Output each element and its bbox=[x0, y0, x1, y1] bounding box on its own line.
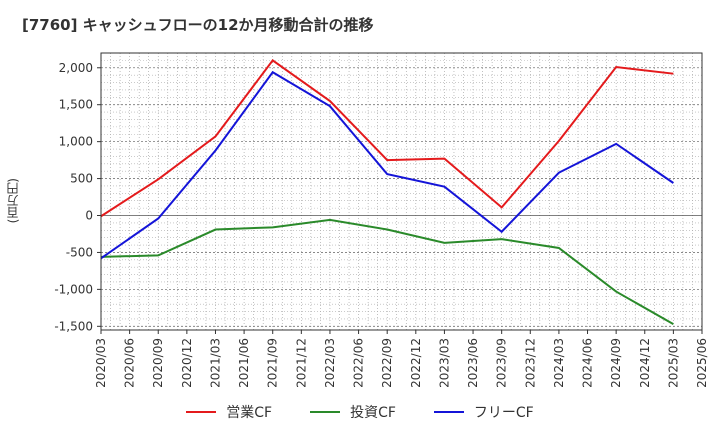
y-tick-label: 1,000 bbox=[59, 135, 93, 149]
y-axis-ticks: 2,000 1,500 1,000 500 0 -500 -1,000 -1,500 bbox=[54, 61, 101, 333]
x-tick-label: 2020/06 bbox=[123, 338, 137, 388]
y-tick-label: -1,500 bbox=[54, 319, 93, 333]
x-tick-label: 2021/09 bbox=[266, 338, 280, 388]
x-axis-ticks: 2020/03 2020/06 2020/09 2020/12 2021/03 2021/… bbox=[94, 330, 709, 388]
x-tick-label: 2020/03 bbox=[94, 338, 108, 388]
x-tick-label: 2020/09 bbox=[151, 338, 165, 388]
x-tick-label: 2021/03 bbox=[208, 338, 222, 388]
x-tick-label: 2022/06 bbox=[352, 338, 366, 388]
series-line-1 bbox=[100, 59, 674, 218]
x-tick-label: 2025/06 bbox=[695, 338, 709, 388]
x-tick-label: 2023/12 bbox=[523, 338, 537, 388]
x-tick-label: 2022/03 bbox=[323, 338, 337, 388]
x-tick-label: 2023/03 bbox=[437, 338, 451, 388]
legend-label-investing-cf: 投資CF bbox=[350, 405, 396, 421]
legend-swatch-operating-cf bbox=[186, 411, 217, 413]
plot-frame bbox=[100, 52, 703, 331]
grid-lines bbox=[101, 52, 702, 330]
x-tick-label: 2024/03 bbox=[552, 338, 566, 388]
legend-label-operating-cf: 営業CF bbox=[226, 405, 273, 421]
legend-item-operating-cf: 営業CF bbox=[186, 402, 272, 422]
chart-title: [7760] キャッシュフローの12か月移動合計の推移 bbox=[22, 16, 374, 34]
y-tick-label: 0 bbox=[85, 209, 93, 223]
series-line-2 bbox=[100, 218, 674, 325]
y-tick-label: 500 bbox=[70, 172, 93, 186]
x-tick-label: 2024/12 bbox=[638, 338, 652, 388]
y-tick-label: -1,000 bbox=[54, 282, 93, 296]
y-tick-label: 1,500 bbox=[59, 98, 93, 112]
line-chart: 2,000 1,500 1,000 500 0 -500 -1,000 -1,500 2020… bbox=[54, 52, 709, 388]
x-tick-label: 2025/03 bbox=[666, 338, 680, 388]
legend-swatch-free-cf bbox=[433, 411, 464, 413]
legend: 営業CF 投資CF フリーCF bbox=[0, 402, 720, 422]
x-tick-label: 2021/06 bbox=[237, 338, 251, 388]
legend-item-investing-cf: 投資CF bbox=[310, 402, 396, 422]
x-tick-label: 2024/09 bbox=[609, 338, 623, 388]
x-tick-label: 2022/12 bbox=[409, 338, 423, 388]
x-tick-label: 2020/12 bbox=[180, 338, 194, 388]
x-tick-label: 2021/12 bbox=[294, 338, 308, 388]
y-tick-label: -500 bbox=[66, 245, 93, 259]
series-lines bbox=[100, 59, 674, 325]
legend-item-free-cf: フリーCF bbox=[433, 402, 534, 422]
y-tick-label: 2,000 bbox=[59, 61, 93, 75]
x-tick-label: 2023/06 bbox=[466, 338, 480, 388]
legend-swatch-investing-cf bbox=[310, 411, 341, 413]
x-tick-label: 2022/09 bbox=[380, 338, 394, 388]
x-tick-label: 2024/06 bbox=[581, 338, 595, 388]
series-line-3 bbox=[100, 70, 674, 260]
x-tick-label: 2023/09 bbox=[495, 338, 509, 388]
legend-label-free-cf: フリーCF bbox=[473, 405, 534, 421]
